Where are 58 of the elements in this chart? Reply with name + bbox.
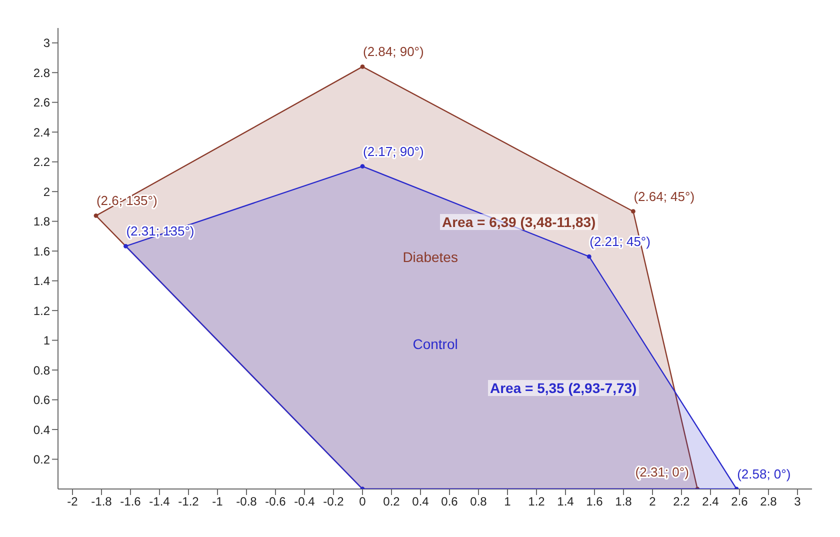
- x-tick-label: 1: [504, 494, 512, 509]
- y-tick-label: 1.6: [33, 244, 50, 258]
- x-tick-label: 3: [794, 494, 802, 509]
- x-tick-label: -2: [67, 494, 78, 509]
- x-tick-label: -1: [212, 494, 224, 509]
- y-tick-label: 0.6: [33, 393, 50, 408]
- annotation: Area = 6,39 (3,48-11,83): [440, 214, 598, 230]
- x-tick-label: 0.4: [412, 494, 430, 509]
- x-tick-label: -1.2: [178, 494, 200, 509]
- x-tick-label: 0.2: [383, 494, 400, 509]
- series-label: Control: [412, 336, 458, 352]
- y-tick-label: 1.4: [33, 274, 50, 288]
- data-label: (2.58; 0°): [737, 466, 791, 482]
- point: [124, 244, 128, 248]
- point: [631, 209, 636, 214]
- x-tick-label: -0.2: [323, 494, 344, 509]
- point: [586, 254, 592, 259]
- x-tick-label: 1.8: [615, 494, 632, 509]
- x-tick-label: 1.6: [586, 494, 604, 509]
- x-tick-label: 2: [649, 494, 656, 509]
- data-label: (2.31; 135°): [126, 224, 194, 239]
- y-tick-label: 2.4: [33, 125, 50, 140]
- data-label: (2.84; 90°): [362, 44, 424, 60]
- series-label: Diabetes: [402, 249, 458, 266]
- y-tick-label: 3: [43, 36, 50, 50]
- y-tick-label: 0.2: [33, 452, 50, 467]
- x-tick-label: -1.6: [120, 494, 142, 509]
- x-tick-label: 2.8: [760, 494, 778, 509]
- point: [360, 164, 365, 168]
- data-label: (2.64; 45°): [634, 188, 695, 204]
- x-tick-label: 2.2: [673, 494, 690, 509]
- x-tick-label: 2.4: [702, 494, 720, 509]
- point: [360, 64, 365, 69]
- x-tick-label: -0.4: [294, 494, 316, 509]
- y-tick-label: 2.8: [33, 66, 50, 80]
- y-tick-label: 2.6: [33, 96, 50, 110]
- y-tick-label: 1.2: [33, 304, 50, 318]
- data-label: (2.17; 90°): [362, 144, 424, 159]
- y-tick-label: 2.2: [33, 155, 50, 170]
- y-tick-label: 0.8: [33, 363, 50, 378]
- x-tick-label: 2.6: [731, 494, 748, 509]
- x-tick-label: 0.8: [470, 494, 488, 509]
- point: [94, 213, 98, 218]
- x-tick-label: 1.2: [528, 494, 546, 509]
- y-tick-label: 0.4: [33, 422, 50, 437]
- data-label: (2.31; 0°): [635, 464, 689, 480]
- x-tick-label: 0: [359, 494, 366, 509]
- x-tick-label: -1.8: [91, 494, 112, 509]
- x-tick-label: -1.4: [149, 494, 170, 509]
- y-tick-label: 2: [43, 184, 50, 199]
- x-tick-label: -0.6: [265, 494, 286, 509]
- x-tick-label: -0.8: [236, 494, 258, 509]
- x-tick-label: 1.4: [557, 494, 574, 509]
- x-tick-label: 0.6: [441, 494, 458, 509]
- y-tick-label: 1: [43, 334, 50, 348]
- data-label: (2.6; 135°): [96, 193, 158, 208]
- annotation: Area = 5,35 (2,93-7,73): [488, 380, 639, 396]
- y-tick-label: 1.8: [33, 214, 50, 229]
